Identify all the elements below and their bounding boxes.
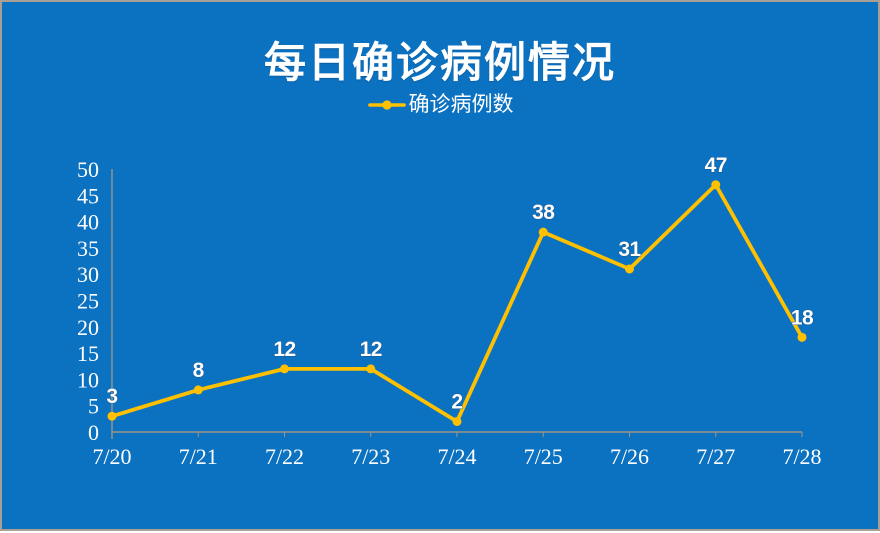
y-axis-label: 40 [77, 210, 99, 235]
x-axis-label: 7/25 [524, 444, 563, 469]
data-point-label: 8 [193, 359, 205, 382]
data-point-marker [280, 364, 289, 374]
data-point-label: 12 [360, 338, 382, 361]
y-axis-label: 50 [77, 157, 99, 182]
x-axis-label: 7/28 [782, 444, 821, 469]
x-axis-label: 7/22 [265, 444, 304, 469]
data-point-marker [711, 180, 721, 190]
data-point-label: 31 [618, 238, 641, 261]
y-axis-label: 5 [88, 394, 99, 419]
x-axis-label: 7/21 [179, 444, 218, 469]
data-point-label: 12 [273, 338, 295, 361]
data-point-marker [366, 364, 376, 374]
x-axis-label: 7/27 [696, 444, 735, 469]
y-axis-label: 20 [77, 315, 99, 340]
data-point-marker [193, 385, 203, 395]
data-point-marker [452, 416, 462, 426]
legend-series-label: 确诊病例数 [408, 93, 514, 116]
y-axis-label: 0 [88, 420, 99, 445]
data-point-marker [538, 227, 548, 237]
y-axis-label: 35 [77, 236, 99, 261]
chart-title: 每日确诊病例情况 [263, 39, 616, 86]
y-axis-label: 10 [77, 367, 99, 392]
data-point-marker [797, 332, 807, 342]
x-axis-label: 7/23 [351, 444, 390, 469]
y-axis-label: 30 [77, 262, 99, 287]
y-axis-label: 25 [77, 289, 99, 314]
y-axis-label: 45 [77, 183, 99, 208]
data-point-label: 18 [791, 306, 814, 329]
data-point-label: 2 [451, 390, 462, 413]
series-line [110, 182, 804, 424]
y-axis-label: 15 [77, 341, 99, 366]
data-point-label: 3 [106, 385, 117, 408]
data-point-label: 47 [705, 154, 727, 177]
data-point-label: 38 [532, 201, 555, 224]
x-axis-label: 7/26 [610, 444, 649, 469]
chart-legend: 确诊病例数 [2, 94, 878, 115]
data-point-marker [625, 264, 634, 274]
data-point-marker [107, 411, 117, 421]
x-axis-label: 7/24 [437, 444, 476, 469]
x-axis-label: 7/20 [92, 444, 131, 469]
legend-line-marker-icon [367, 99, 406, 110]
